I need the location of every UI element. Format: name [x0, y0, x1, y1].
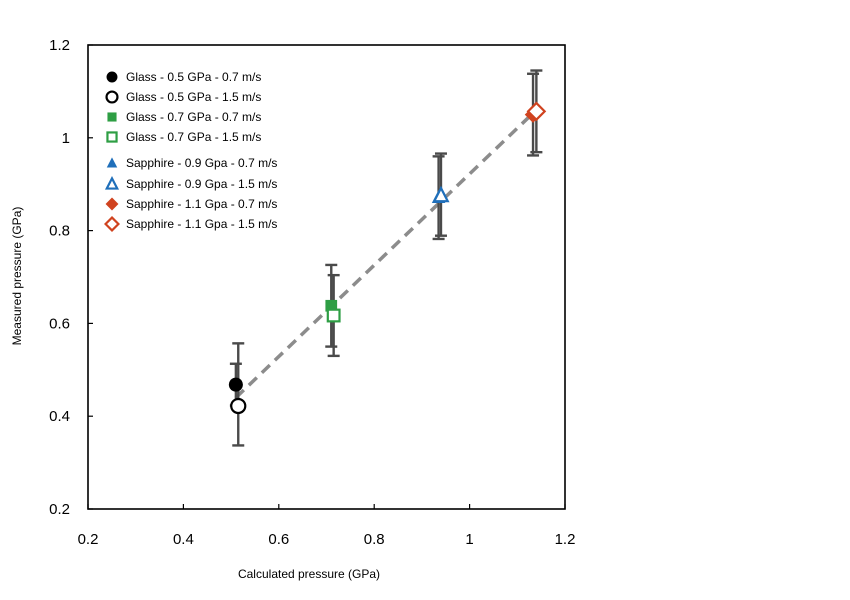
data-point — [325, 299, 338, 312]
legend-marker — [107, 112, 117, 122]
legend-label: Sapphire - 1.1 Gpa - 1.5 m/s — [126, 217, 277, 231]
y-tick-label: 0.6 — [49, 315, 70, 332]
legend-label: Glass - 0.5 GPa - 0.7 m/s — [126, 70, 261, 84]
data-point — [526, 101, 547, 122]
legend-entry: Glass - 0.7 GPa - 0.7 m/s — [107, 110, 261, 124]
data-point — [326, 308, 341, 323]
legend-label: Sapphire - 1.1 Gpa - 0.7 m/s — [126, 197, 277, 211]
legend-entry: Sapphire - 0.9 Gpa - 1.5 m/s — [104, 175, 277, 191]
legend-entry: Glass - 0.5 GPa - 0.7 m/s — [106, 70, 261, 84]
legend-marker — [104, 175, 120, 190]
y-tick-label: 0.2 — [49, 501, 70, 518]
data-points-group — [228, 101, 547, 415]
y-tick-label: 0.4 — [49, 408, 70, 425]
axes-group: 0.2 0.4 0.6 0.8 1 1.2 0.2 0.4 0.6 0.8 1 1.2 — [49, 37, 575, 548]
y-tick-label: 1 — [62, 130, 70, 147]
trend-line-group — [234, 108, 538, 399]
legend-entry: Sapphire - 0.9 Gpa - 0.7 m/s — [106, 156, 277, 170]
plot-frame — [87, 44, 566, 510]
legend-marker — [105, 197, 119, 211]
legend-label: Sapphire - 0.9 Gpa - 0.7 m/s — [126, 156, 277, 170]
y-tick-label: 0.8 — [49, 223, 70, 240]
x-axis-title: Calculated pressure (GPa) — [238, 567, 380, 581]
x-tick-label: 0.6 — [268, 531, 289, 548]
legend-marker — [106, 157, 118, 168]
y-tick-label: 1.2 — [49, 37, 70, 54]
legend-entry: Glass - 0.5 GPa - 1.5 m/s — [105, 90, 261, 104]
legend: Glass - 0.5 GPa - 0.7 m/s Glass - 0.5 GPa… — [104, 70, 277, 232]
y-axis-title: Measured pressure (GPa) — [10, 207, 24, 346]
legend-label: Glass - 0.7 GPa - 0.7 m/s — [126, 110, 261, 124]
legend-entry: Glass - 0.7 GPa - 1.5 m/s — [106, 130, 261, 144]
legend-label: Glass - 0.5 GPa - 1.5 m/s — [126, 90, 261, 104]
x-tick-label: 1 — [465, 531, 473, 548]
trend-line — [234, 108, 538, 399]
data-point — [228, 377, 243, 392]
legend-label: Sapphire - 0.9 Gpa - 1.5 m/s — [126, 177, 277, 191]
legend-marker — [105, 90, 119, 104]
legend-marker — [104, 216, 120, 232]
x-tick-label: 1.2 — [555, 531, 576, 548]
legend-marker — [106, 131, 118, 143]
x-tick-label: 0.4 — [173, 531, 194, 548]
data-point — [432, 185, 450, 203]
data-point — [230, 397, 247, 415]
legend-marker — [106, 71, 118, 83]
legend-entry: Sapphire - 1.1 Gpa - 1.5 m/s — [104, 216, 277, 232]
legend-entry: Sapphire - 1.1 Gpa - 0.7 m/s — [105, 197, 277, 211]
x-tick-label: 0.8 — [364, 531, 385, 548]
legend-label: Glass - 0.7 GPa - 1.5 m/s — [126, 130, 261, 144]
x-tick-label: 0.2 — [78, 531, 99, 548]
